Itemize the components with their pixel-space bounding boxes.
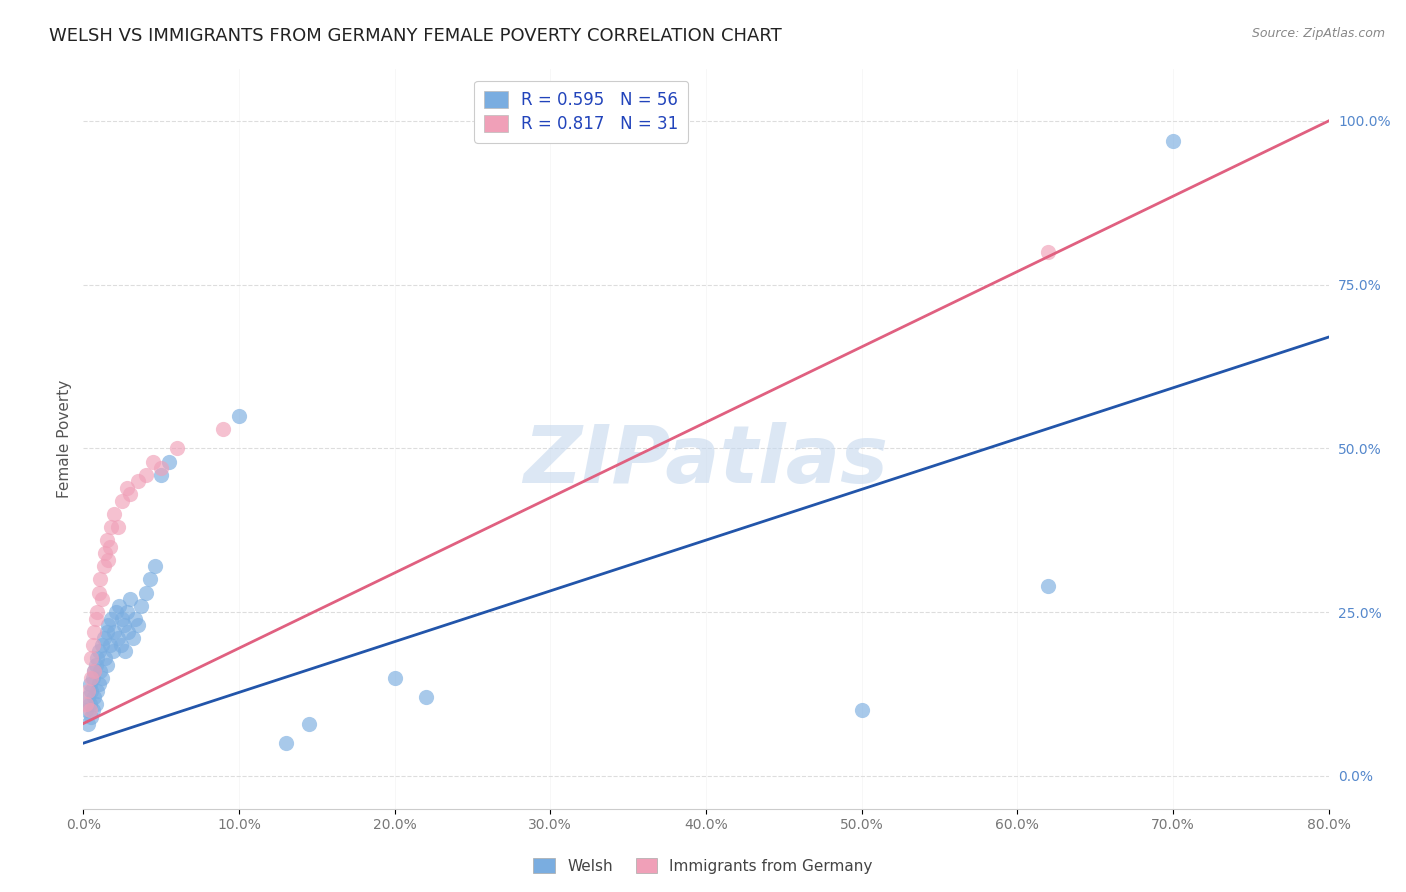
Point [82,703,104,717]
Point [127,618,149,632]
Point [129,599,152,613]
Point [83,664,105,678]
Text: WELSH VS IMMIGRANTS FROM GERMANY FEMALE POVERTY CORRELATION CHART: WELSH VS IMMIGRANTS FROM GERMANY FEMALE … [49,27,782,45]
Point [118,592,141,607]
Point [79,703,101,717]
Point [86,651,108,665]
Point [91,592,114,607]
Point [93,559,115,574]
Point [75,697,97,711]
Point [139,573,162,587]
Point [91,638,114,652]
Point [94,546,117,560]
Point [150,461,173,475]
Point [103,507,125,521]
Point [118,487,141,501]
Point [86,683,108,698]
Text: Source: ZipAtlas.com: Source: ZipAtlas.com [1251,27,1385,40]
Point [228,409,250,423]
Point [122,632,145,646]
Point [115,605,138,619]
Point [111,493,134,508]
Point [77,690,100,705]
Point [77,716,100,731]
Point [79,697,101,711]
Point [150,467,173,482]
Point [82,671,104,685]
Point [111,612,134,626]
Point [80,683,103,698]
Point [143,559,166,574]
Point [84,657,107,672]
Point [1038,244,1060,259]
Point [100,520,122,534]
Point [157,454,180,468]
Point [274,736,297,750]
Point [115,481,138,495]
Text: ZIPatlas: ZIPatlas [523,422,889,500]
Point [1038,579,1060,593]
Point [117,624,139,639]
Point [75,703,97,717]
Point [97,618,120,632]
Point [83,690,105,705]
Point [107,632,129,646]
Point [298,716,321,731]
Point [80,651,103,665]
Point [82,638,104,652]
Point [100,612,122,626]
Point [103,624,125,639]
Point [87,585,110,599]
Point [94,651,117,665]
Point [851,703,873,717]
Point [97,553,120,567]
Point [98,638,121,652]
Point [101,644,124,658]
Point [87,644,110,658]
Point [127,474,149,488]
Legend: R = 0.595   N = 56, R = 0.817   N = 31: R = 0.595 N = 56, R = 0.817 N = 31 [474,80,689,143]
Point [110,638,132,652]
Point [89,573,111,587]
Point [1161,134,1184,148]
Point [135,585,157,599]
Point [98,540,121,554]
Point [114,644,136,658]
Point [212,422,235,436]
Point [79,677,101,691]
Point [89,664,111,678]
Point [166,442,188,456]
Point [124,612,146,626]
Point [77,683,100,698]
Point [91,671,114,685]
Point [96,624,118,639]
Point [83,624,105,639]
Point [135,467,157,482]
Point [83,664,105,678]
Point [96,533,118,548]
Point [108,599,131,613]
Point [86,605,108,619]
Point [84,697,107,711]
Point [107,520,129,534]
Point [96,657,118,672]
Point [415,690,437,705]
Point [142,454,165,468]
Point [384,671,406,685]
Point [112,618,135,632]
Point [84,612,107,626]
Point [93,632,115,646]
Point [80,671,103,685]
Point [87,677,110,691]
Legend: Welsh, Immigrants from Germany: Welsh, Immigrants from Germany [527,852,879,880]
Point [80,710,103,724]
Point [104,605,127,619]
Y-axis label: Female Poverty: Female Poverty [58,379,72,498]
